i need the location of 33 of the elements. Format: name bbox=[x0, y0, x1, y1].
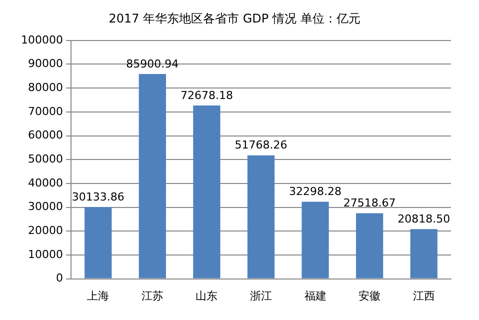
y-tick-label: 60000 bbox=[28, 128, 63, 142]
y-tick-label: 0 bbox=[56, 272, 63, 285]
bar bbox=[247, 155, 275, 278]
y-tick-label: 50000 bbox=[28, 152, 63, 166]
data-label: 85900.94 bbox=[126, 57, 179, 70]
x-tick-label: 上海 bbox=[87, 289, 110, 302]
x-tick-label: 安徽 bbox=[358, 289, 381, 302]
data-label: 72678.18 bbox=[180, 88, 233, 102]
chart-title: 2017 年华东地区各省市 GDP 情况 单位：亿元 bbox=[108, 11, 360, 26]
x-tick-label: 江西 bbox=[412, 289, 435, 302]
x-tick-label: 江苏 bbox=[141, 289, 164, 302]
x-tick-label: 福建 bbox=[304, 289, 326, 302]
bar bbox=[193, 106, 220, 278]
bar bbox=[410, 229, 438, 278]
data-label: 51768.26 bbox=[234, 138, 288, 152]
data-label: 30133.86 bbox=[72, 190, 124, 204]
y-tick-label: 40000 bbox=[28, 176, 63, 190]
y-tick-label: 20000 bbox=[28, 224, 63, 237]
x-tick-label: 山东 bbox=[196, 289, 218, 302]
data-label: 32298.28 bbox=[289, 185, 342, 198]
data-label: 20818.50 bbox=[398, 212, 450, 226]
bar bbox=[302, 202, 329, 278]
data-label: 27518.67 bbox=[343, 196, 396, 210]
bar bbox=[84, 206, 112, 278]
bar bbox=[138, 74, 166, 278]
bar bbox=[356, 213, 384, 278]
y-tick-label: 100000 bbox=[20, 33, 63, 46]
y-tick-label: 10000 bbox=[28, 248, 63, 261]
y-tick-label: 80000 bbox=[28, 80, 63, 94]
y-tick-label: 30000 bbox=[28, 200, 63, 214]
y-tick-label: 90000 bbox=[28, 57, 63, 70]
x-tick-label: 浙江 bbox=[250, 289, 272, 302]
y-tick-label: 70000 bbox=[28, 104, 63, 118]
